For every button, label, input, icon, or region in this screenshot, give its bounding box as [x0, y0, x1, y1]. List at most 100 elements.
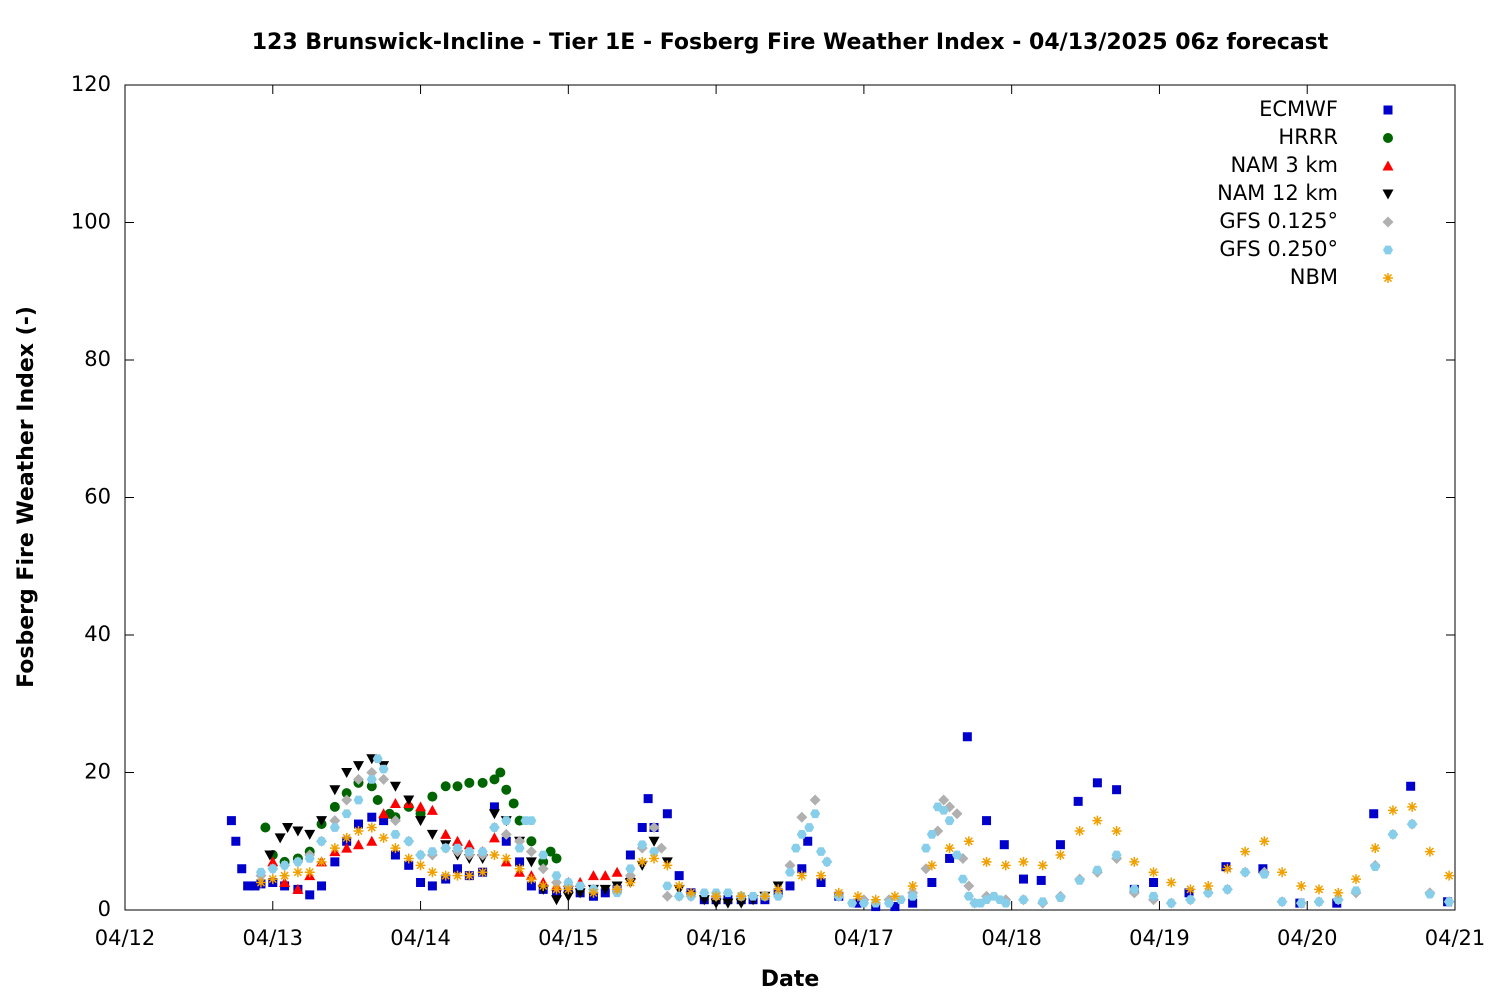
- data-point: [488, 832, 500, 843]
- data-point: [1314, 884, 1325, 895]
- data-point: [390, 850, 400, 860]
- data-point: [1277, 897, 1288, 907]
- data-point: [551, 884, 562, 895]
- data-point: [427, 847, 438, 856]
- data-point: [1149, 878, 1159, 887]
- data-point: [804, 823, 815, 832]
- legend-marker: [1383, 105, 1393, 115]
- data-point: [427, 791, 438, 802]
- x-tick-label: 04/17: [834, 926, 895, 950]
- data-point: [674, 880, 685, 891]
- data-point: [1240, 867, 1251, 877]
- data-point: [1424, 846, 1435, 857]
- data-point: [243, 881, 253, 891]
- data-point: [366, 775, 377, 784]
- chart-title: 123 Brunswick-Incline - Tier 1E - Fosber…: [252, 30, 1329, 55]
- data-point: [662, 809, 672, 819]
- data-point: [1166, 898, 1177, 908]
- data-point: [279, 870, 290, 881]
- data-point: [341, 832, 352, 843]
- data-point: [316, 816, 328, 827]
- data-point: [489, 823, 500, 832]
- data-point: [926, 860, 937, 871]
- data-point: [545, 846, 556, 857]
- data-point: [500, 828, 512, 840]
- data-point: [1314, 897, 1325, 907]
- data-point: [908, 898, 918, 908]
- data-point: [796, 811, 808, 823]
- data-point: [649, 853, 660, 864]
- data-point: [329, 843, 340, 854]
- data-point: [353, 825, 364, 836]
- data-point: [304, 867, 315, 878]
- data-point: [489, 774, 500, 785]
- data-point: [816, 878, 826, 887]
- data-point: [1370, 843, 1381, 854]
- legend-label: GFS 0.125°: [1219, 209, 1338, 233]
- data-point: [341, 809, 352, 819]
- data-point: [785, 867, 795, 877]
- data-point: [624, 870, 636, 882]
- data-point: [404, 860, 414, 870]
- data-point: [810, 809, 821, 819]
- legend-marker: [1383, 133, 1393, 143]
- data-point: [452, 781, 463, 792]
- data-point: [1296, 880, 1307, 891]
- data-point: [1148, 867, 1159, 878]
- data-point: [1166, 877, 1177, 888]
- data-point: [1407, 819, 1418, 829]
- data-point: [341, 768, 353, 778]
- data-point: [477, 847, 488, 856]
- data-point: [514, 843, 525, 853]
- data-point: [316, 836, 327, 846]
- data-point: [514, 863, 525, 874]
- data-point: [378, 808, 390, 819]
- data-point: [981, 895, 992, 905]
- data-point: [538, 850, 549, 860]
- data-point: [292, 883, 304, 894]
- data-point: [452, 835, 463, 846]
- data-point: [330, 857, 340, 867]
- data-point: [440, 843, 451, 853]
- data-point: [944, 843, 955, 854]
- data-point: [1406, 781, 1416, 791]
- data-point: [255, 877, 266, 888]
- data-point: [698, 895, 710, 906]
- data-point: [1092, 815, 1103, 826]
- data-point: [526, 881, 536, 891]
- legend-label: NAM 3 km: [1230, 153, 1338, 177]
- data-point: [551, 895, 563, 906]
- data-point: [463, 839, 475, 850]
- data-point: [237, 864, 247, 874]
- data-point: [1055, 893, 1066, 902]
- data-point: [1277, 867, 1288, 878]
- data-point: [674, 871, 684, 881]
- data-point: [1369, 809, 1379, 819]
- data-point: [735, 898, 747, 909]
- data-point: [643, 794, 653, 804]
- data-point: [889, 891, 900, 902]
- legend-marker: [1383, 273, 1393, 283]
- data-point: [1148, 891, 1159, 901]
- data-point: [1387, 805, 1398, 816]
- data-point: [1074, 876, 1085, 885]
- data-point: [625, 864, 636, 874]
- data-point: [353, 819, 363, 829]
- data-point: [415, 860, 426, 871]
- data-point: [292, 826, 304, 837]
- data-point: [1129, 885, 1140, 894]
- data-point: [945, 853, 955, 863]
- data-point: [796, 870, 807, 881]
- data-point: [389, 815, 401, 827]
- data-point: [538, 880, 549, 891]
- data-point: [957, 874, 968, 884]
- data-point: [508, 798, 519, 809]
- data-point: [329, 815, 341, 827]
- data-point: [685, 887, 696, 898]
- data-point: [1036, 875, 1046, 885]
- data-point: [260, 822, 271, 833]
- data-point: [1222, 885, 1233, 894]
- data-point: [944, 816, 955, 825]
- data-point: [226, 816, 236, 826]
